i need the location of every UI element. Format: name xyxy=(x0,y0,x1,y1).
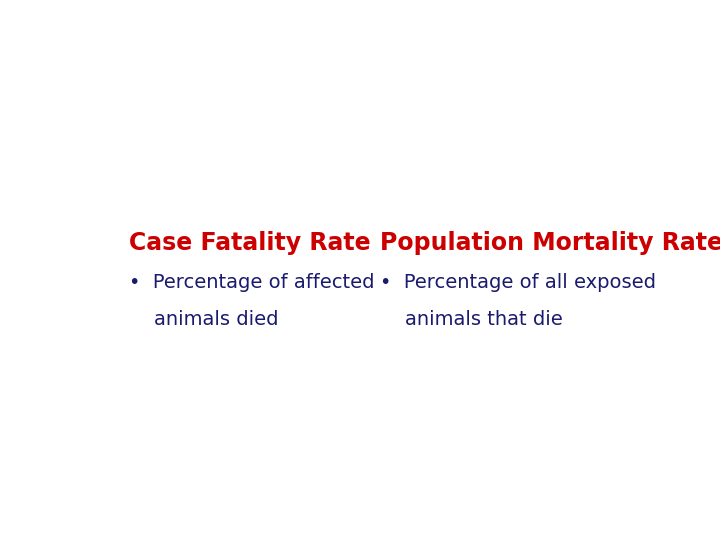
Text: •  Percentage of affected: • Percentage of affected xyxy=(129,273,374,292)
Text: Population Mortality Rate: Population Mortality Rate xyxy=(380,231,720,255)
Text: animals that die: animals that die xyxy=(380,310,563,329)
Text: Case Fatality Rate: Case Fatality Rate xyxy=(129,231,371,255)
Text: animals died: animals died xyxy=(129,310,279,329)
Text: •  Percentage of all exposed: • Percentage of all exposed xyxy=(380,273,656,292)
